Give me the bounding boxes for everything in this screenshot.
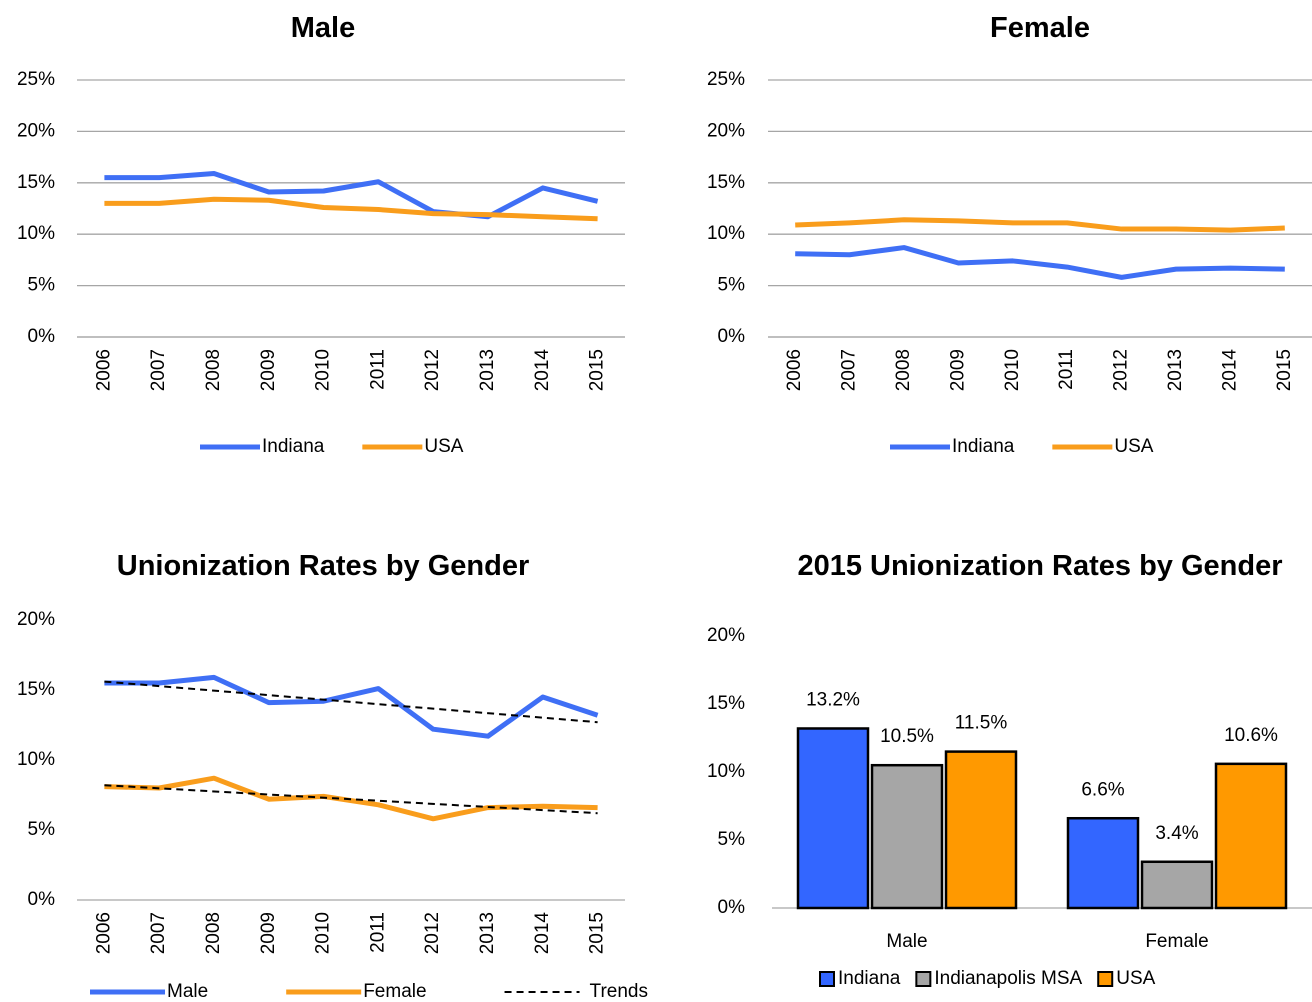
x-tick-label: 2006 <box>784 349 805 391</box>
trend-line <box>104 680 598 724</box>
x-tick-label: 2013 <box>477 912 498 954</box>
bar <box>796 727 870 910</box>
trend-line <box>104 784 598 815</box>
y-tick-label: 20% <box>17 120 55 141</box>
line-series <box>104 674 599 739</box>
bar <box>1214 762 1288 910</box>
x-tick-label: 2015 <box>1274 349 1295 391</box>
x-tick-label: 2012 <box>422 349 443 391</box>
value-label: 13.2% <box>806 689 860 710</box>
line-series <box>795 217 1285 233</box>
chart-title: 2015 Unionization Rates by Gender <box>797 550 1283 582</box>
y-tick-label: 0% <box>718 326 746 347</box>
y-tick-label: 15% <box>17 172 55 193</box>
x-tick-label: 2009 <box>947 349 968 391</box>
y-tick-label: 25% <box>17 69 55 90</box>
y-tick-label: 20% <box>707 625 745 646</box>
x-tick-label: 2014 <box>532 912 553 955</box>
y-tick-label: 10% <box>17 749 55 770</box>
y-tick-label: 10% <box>707 761 745 782</box>
legend-swatch <box>1097 971 1114 987</box>
y-tick-label: 0% <box>28 889 56 910</box>
legend-label: USA <box>1116 968 1155 989</box>
y-tick-label: 5% <box>718 829 746 850</box>
legend-label: USA <box>1114 436 1153 457</box>
legend-label: Female <box>363 981 426 1002</box>
x-tick-label: 2009 <box>258 912 279 954</box>
x-tick-label: 2006 <box>93 349 114 391</box>
x-tick-label: 2014 <box>532 349 553 392</box>
chart-title: Male <box>290 12 356 44</box>
x-tick-label: 2008 <box>893 349 914 391</box>
legend-swatch <box>915 971 932 987</box>
x-tick-label: 2011 <box>1056 349 1077 390</box>
x-tick-label: 2010 <box>1002 349 1023 391</box>
value-label: 11.5% <box>955 713 1008 734</box>
legend-label: Trends <box>590 981 648 1002</box>
x-tick-label: 2012 <box>422 912 443 954</box>
y-tick-label: 5% <box>28 275 56 296</box>
x-tick-label: 2012 <box>1111 349 1132 391</box>
legend-label: Male <box>167 981 208 1002</box>
x-tick-label: 2007 <box>148 912 169 954</box>
line-series <box>795 245 1285 280</box>
y-tick-label: 20% <box>707 120 745 141</box>
legend-swatch <box>819 971 835 987</box>
legend-label: Indiana <box>952 436 1015 457</box>
x-tick-label: Male <box>886 931 927 952</box>
line-series <box>104 171 599 220</box>
y-tick-label: 25% <box>707 69 745 90</box>
x-tick-label: 2008 <box>203 912 224 954</box>
y-tick-label: 10% <box>707 223 745 244</box>
x-tick-label: 2007 <box>839 349 860 391</box>
y-tick-label: 10% <box>17 223 55 244</box>
x-tick-label: 2009 <box>258 349 279 391</box>
x-tick-label: 2015 <box>587 349 608 391</box>
value-label: 10.5% <box>880 726 934 747</box>
legend-label: USA <box>424 436 463 457</box>
y-tick-label: 20% <box>17 609 55 630</box>
legend-label: Indiana <box>838 968 901 989</box>
legend-label: Indianapolis MSA <box>934 968 1082 989</box>
bar <box>1066 816 1140 910</box>
bar <box>944 750 1018 910</box>
y-tick-label: 0% <box>28 326 56 347</box>
x-tick-label: 2010 <box>313 349 334 391</box>
legend-label: Indiana <box>262 436 325 457</box>
bar <box>1140 860 1214 910</box>
y-tick-label: 5% <box>28 819 56 840</box>
line-series <box>104 196 598 222</box>
y-tick-label: 15% <box>707 172 745 193</box>
x-tick-label: 2010 <box>313 912 334 954</box>
x-tick-label: 2013 <box>477 349 498 391</box>
x-tick-label: 2014 <box>1219 349 1240 392</box>
x-tick-label: 2008 <box>203 349 224 391</box>
x-tick-label: 2006 <box>93 912 114 954</box>
bar <box>870 763 944 910</box>
x-tick-label: 2011 <box>367 912 388 953</box>
y-tick-label: 5% <box>718 275 746 296</box>
chart-title: Female <box>990 12 1090 44</box>
x-tick-label: 2011 <box>367 349 388 390</box>
value-label: 10.6% <box>1224 725 1278 746</box>
line-series <box>104 775 598 822</box>
y-tick-label: 0% <box>718 897 746 918</box>
x-tick-label: 2007 <box>148 349 169 391</box>
y-tick-label: 15% <box>707 693 745 714</box>
value-label: 6.6% <box>1081 779 1124 800</box>
x-tick-label: 2015 <box>587 912 608 954</box>
x-tick-label: Female <box>1145 931 1208 952</box>
chart-title: Unionization Rates by Gender <box>116 550 530 582</box>
y-tick-label: 15% <box>17 679 55 700</box>
x-tick-label: 2013 <box>1165 349 1186 391</box>
value-label: 3.4% <box>1155 823 1198 844</box>
